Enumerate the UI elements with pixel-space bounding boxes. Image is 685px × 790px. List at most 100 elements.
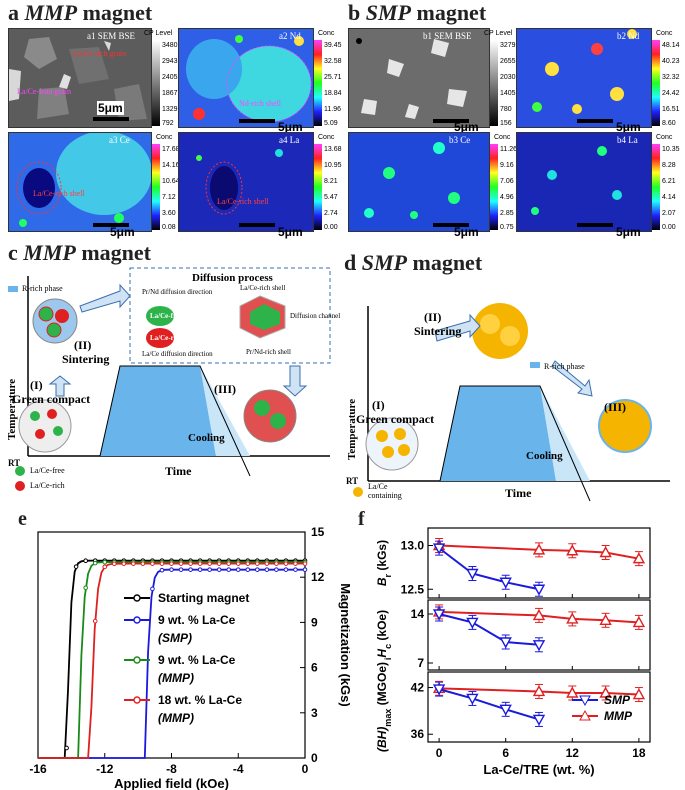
panel-f-letter: f: [358, 508, 365, 530]
final-microstructure-icon: [243, 389, 297, 443]
data-point: [83, 585, 88, 591]
sintering-area: [440, 386, 556, 481]
data-point: [532, 543, 546, 555]
subplot-frame: [427, 527, 651, 599]
y-tick-label: 7: [417, 656, 424, 670]
y-tick-label: 36: [411, 727, 425, 741]
annotation-lace-rich-shell: La/Ce-rich shell: [217, 197, 269, 206]
map-label: b4 La: [617, 135, 638, 145]
data-point: [466, 693, 479, 705]
scale-text: 5μm: [454, 120, 479, 134]
data-point: [499, 704, 512, 716]
colorbar-tick: 48.14: [662, 42, 680, 49]
data-point: [73, 564, 79, 569]
colorbar-tick: 40.23: [662, 58, 680, 65]
legend-label: (MMP): [158, 711, 194, 725]
data-point: [283, 561, 289, 566]
scale-bar: [239, 119, 275, 123]
step-label: (II): [74, 338, 92, 352]
colorbar-tick: 0.00: [662, 224, 676, 231]
data-point: [159, 567, 165, 573]
data-point: [131, 561, 136, 566]
y-tick-label: 12.5: [401, 582, 425, 596]
cooling-label: Cooling: [188, 432, 225, 444]
data-point: [532, 685, 546, 697]
data-point: [532, 640, 546, 652]
colorbar-tick: 2030: [500, 74, 516, 81]
data-point: [532, 608, 546, 621]
data-point: [264, 567, 270, 572]
legend-label: 18 wt. % La-Ce: [158, 693, 242, 707]
data-point: [159, 561, 165, 566]
scale-text: 5μm: [110, 225, 135, 239]
scale-text: 5μm: [616, 225, 641, 239]
data-point: [121, 561, 127, 566]
colorbar-tick: 3480: [162, 42, 178, 49]
colorbar-title: Conc: [656, 134, 673, 141]
map-label: b3 Ce: [449, 135, 471, 145]
colorbar-tick: 792: [162, 120, 174, 127]
data-point: [499, 637, 512, 649]
legend-marker: [579, 695, 591, 707]
diffusion-title: Diffusion process: [192, 272, 273, 284]
data-point: [226, 561, 232, 566]
colorbar-tick: 7.06: [500, 178, 514, 185]
map-label: a2 Nd: [279, 31, 301, 41]
colorbar-tick: 10.95: [324, 162, 342, 169]
legend-marker: [133, 696, 141, 704]
annotation-lace-rich-shell: La/Ce-rich shell: [33, 189, 85, 198]
data-point: [216, 567, 222, 572]
diffusion-label: La/Ce diffusion direction: [142, 350, 213, 358]
r-rich-phase-icon: [8, 286, 18, 292]
annotation-lace-rich-grain: La/Ce-rich grain: [73, 49, 127, 58]
arrow-icon: [551, 360, 593, 397]
panel-c-title: c MMP magnet: [8, 240, 151, 265]
r-rich-phase-label: R-rich phase: [22, 284, 63, 293]
map-b3-ce: b3 Ce: [348, 132, 490, 232]
colorbar-tick: 16.51: [662, 106, 680, 113]
data-point: [226, 567, 232, 572]
x-tick-label: -4: [233, 762, 244, 776]
panel-e-letter: e: [18, 508, 27, 530]
data-point: [566, 544, 579, 556]
data-point: [197, 567, 203, 572]
x-tick-label: 0: [436, 746, 443, 760]
colorbar-tick: 1867: [162, 90, 178, 97]
map-label: b1 SEM BSE: [423, 31, 472, 41]
data-point: [64, 745, 69, 751]
colorbar-tick: 5.47: [324, 194, 338, 201]
x-tick-label: 6: [502, 746, 509, 760]
colorbar-tick: 25.71: [324, 74, 342, 81]
colorbar-tick: 13.68: [324, 146, 342, 153]
data-point: [632, 688, 646, 700]
colorbar-tick: 0.08: [162, 224, 176, 231]
legend-marker: [133, 616, 141, 624]
data-point: [632, 552, 646, 564]
colorbar-tick: 10.64: [162, 178, 180, 185]
colorbar-tick: 2.85: [500, 210, 514, 217]
x-tick-label: 0: [302, 762, 309, 776]
colorbar-tick: 39.45: [324, 42, 342, 49]
y-tick-label: 14: [411, 607, 425, 621]
x-axis-label: Applied field (kOe): [114, 776, 229, 790]
data-point: [499, 577, 512, 589]
colorbar-b1: [490, 40, 498, 126]
subplot-frame: [427, 599, 651, 671]
data-point: [302, 561, 308, 566]
colorbar-a1: [152, 40, 160, 126]
data-point: [102, 559, 108, 565]
step-label: Green compact: [356, 412, 435, 426]
chart-e: -16 -12 -8 -4 00 3 6 9 12 15 Applied field (kOe) Ma…: [29, 525, 350, 790]
map-label: a3 Ce: [109, 135, 130, 145]
sintering-area: [100, 366, 216, 456]
scale-text: 5μm: [454, 225, 479, 239]
colorbar-tick: 2655: [500, 58, 516, 65]
colorbar-tick: 156: [500, 120, 512, 127]
scale-text: 5μm: [616, 120, 641, 134]
rt-label: RT: [8, 458, 21, 468]
data-point: [235, 561, 241, 566]
colorbar-tick: 2.74: [324, 210, 338, 217]
data-point: [188, 561, 193, 566]
colorbar-tick: 0.75: [500, 224, 514, 231]
data-point: [255, 567, 260, 572]
